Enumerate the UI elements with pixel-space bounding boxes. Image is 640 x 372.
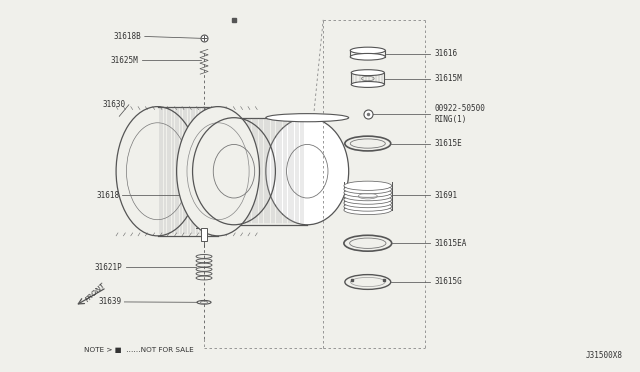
Text: 31625M: 31625M [111,56,138,65]
Text: NOTE > ■  ……NOT FOR SALE: NOTE > ■ ……NOT FOR SALE [84,347,194,353]
Ellipse shape [350,47,385,54]
Text: 31618B: 31618B [114,32,141,41]
Text: 31616: 31616 [435,49,458,58]
Ellipse shape [344,205,392,215]
Text: FRONT: FRONT [84,282,107,303]
Text: 31615EA: 31615EA [435,239,467,248]
Text: 31621P: 31621P [95,263,122,272]
Ellipse shape [344,181,392,190]
Text: 00922-50500
RING(1): 00922-50500 RING(1) [435,104,486,124]
Text: 31615M: 31615M [435,74,463,83]
Text: 31618: 31618 [96,191,119,200]
FancyBboxPatch shape [202,228,207,241]
Text: 31691: 31691 [435,191,458,200]
Ellipse shape [344,192,392,201]
Ellipse shape [344,188,392,197]
Ellipse shape [351,81,385,87]
Ellipse shape [352,50,384,58]
Text: J31500X8: J31500X8 [586,350,623,359]
Ellipse shape [344,198,392,208]
Text: 31630: 31630 [102,100,125,109]
Ellipse shape [266,113,349,122]
Text: 31639: 31639 [98,298,121,307]
Ellipse shape [350,54,385,60]
Text: 31615E: 31615E [435,139,463,148]
Text: 31615G: 31615G [435,278,463,286]
Ellipse shape [344,202,392,211]
Ellipse shape [344,195,392,204]
Ellipse shape [177,107,259,236]
Ellipse shape [266,118,349,225]
Ellipse shape [344,185,392,194]
Ellipse shape [351,70,385,76]
